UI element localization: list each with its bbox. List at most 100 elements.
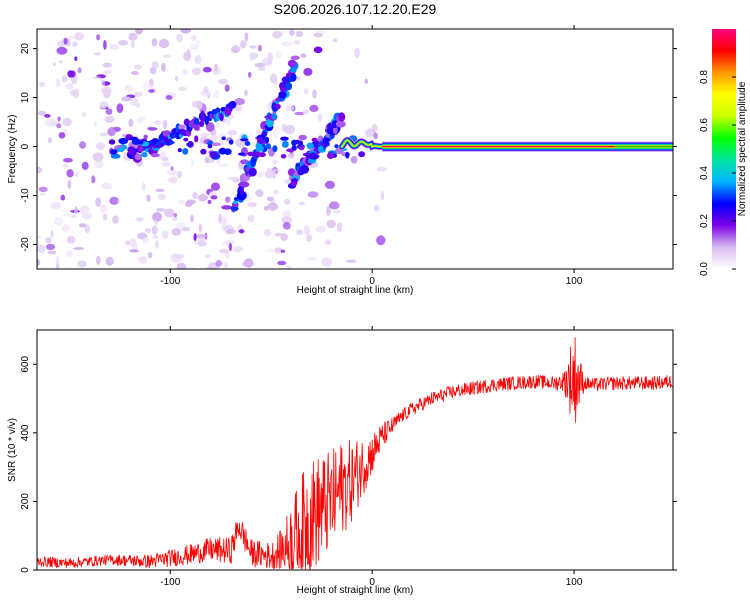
noise-blob [121,96,132,102]
colorbar-tick-label: 0.8 [699,70,710,84]
noise-blob [93,52,102,56]
band-blob [280,154,287,159]
streak-blob [200,110,205,119]
noise-blob [295,30,303,38]
noise-blob [74,206,78,215]
noise-blob [37,166,43,174]
noise-blob [204,232,208,240]
band-blob [194,135,199,143]
noise-blob [74,32,84,41]
colorbar-tick-label: 0.4 [699,166,710,180]
band-blob [247,151,254,157]
noise-blob [102,62,112,68]
noise-blob [145,227,151,234]
snr-background [37,330,673,570]
y-tick-label: 400 [20,424,31,441]
noise-blob [209,134,218,142]
noise-blob [134,91,143,97]
noise-blob [192,191,198,200]
noise-blob [205,266,216,269]
band-blob [256,152,265,156]
noise-blob [190,214,194,223]
noise-blob [285,104,295,112]
band-blob [151,138,159,143]
noise-blob [215,260,223,267]
noise-blob [92,76,101,80]
noise-blob [303,67,313,76]
noise-blob [295,76,301,81]
noise-blob [47,250,57,255]
noise-blob [130,40,135,49]
noise-blob [267,101,273,111]
snr-content [37,337,673,570]
noise-blob [373,205,380,212]
band-blob [238,152,246,156]
streak-blob [178,124,186,130]
noise-blob [101,80,106,87]
colorbar-tick-label: 0.6 [699,118,710,132]
noise-blob [205,157,210,164]
streak-blob [290,55,300,60]
noise-blob [62,163,69,168]
noise-blob [219,79,228,84]
snr-series-line [37,337,673,570]
band-blob [358,151,366,158]
noise-blob [174,75,179,82]
noise-blob [81,111,87,117]
band-blob [334,144,339,149]
noise-blob [272,159,278,164]
band-blob [272,145,278,153]
noise-blob [155,188,165,192]
band-blob [240,138,249,142]
band-blob [177,148,182,153]
noise-blob [154,219,158,226]
noise-blob [258,44,262,52]
noise-blob [135,29,143,35]
streak-blob [278,91,287,99]
noise-blob [67,180,72,190]
band-blob [345,151,350,159]
streak-blob [289,67,297,73]
noise-blob [280,249,286,253]
noise-blob [194,54,202,65]
noise-blob [137,257,148,261]
streak-blob [134,153,142,160]
noise-blob [81,161,89,170]
noise-blob [117,198,121,205]
noise-blob [129,249,139,253]
band-blob [255,142,263,149]
band-blob [318,145,324,152]
noise-blob [284,124,296,135]
noise-blob [376,166,387,172]
noise-blob [225,252,230,259]
colorbar: 0.0 0.2 0.4 0.6 0.8 Normalized spectral ampl… [699,29,748,276]
noise-blob [284,198,291,205]
noise-blob [298,201,305,206]
noise-blob [70,214,77,218]
band-blob [327,152,335,160]
streak-blob [251,157,257,163]
noise-blob [316,30,326,34]
streak-blob [338,112,346,122]
snr-frame [36,329,674,571]
band-blob [187,141,194,148]
noise-blob [107,127,116,137]
noise-blob [302,109,309,115]
noise-blob [274,79,278,86]
noise-blob [66,38,71,47]
noise-blob [72,41,78,47]
noise-blob [267,61,272,64]
band-blob [221,136,226,141]
spectrogram-y-label: Frequency (Hz) [7,115,18,184]
band-blob [110,149,118,155]
noise-blob [184,201,193,207]
y-tick-label: 0 [20,143,31,149]
noise-blob [307,256,317,261]
colorbar-bar [712,29,736,269]
noise-blob [190,158,195,167]
band-blob [127,149,135,155]
y-tick-label: 0 [20,567,31,573]
noise-blob [128,118,134,127]
noise-blob [67,70,75,78]
noise-blob [373,132,378,140]
